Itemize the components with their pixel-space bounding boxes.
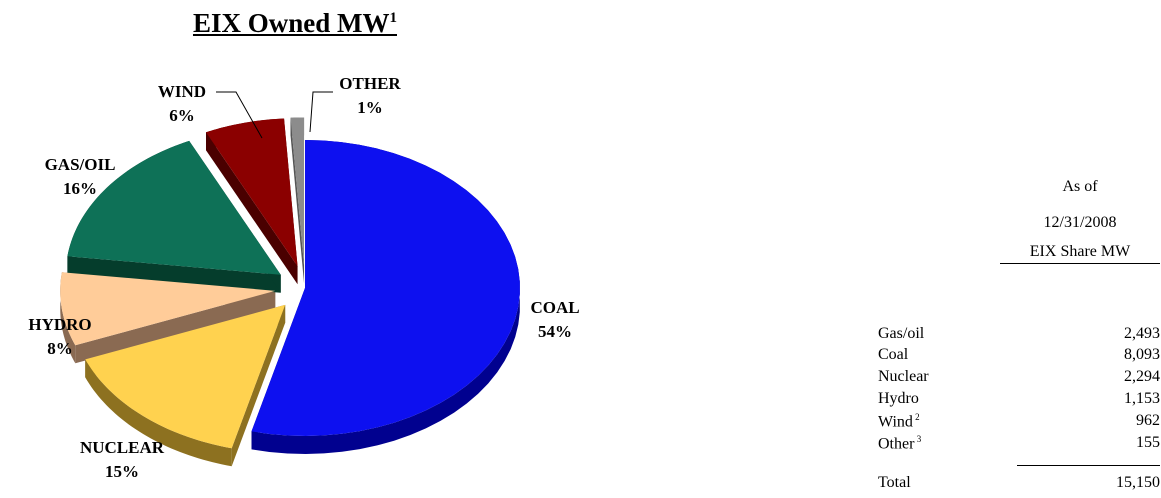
- slice-label-name: COAL: [530, 298, 579, 317]
- slice-label-percent: 16%: [63, 179, 97, 198]
- chart-title: EIX Owned MW1: [170, 8, 420, 39]
- row-footnote: 2: [912, 412, 920, 422]
- slice-gas-oil: [67, 140, 281, 275]
- row-footnote: 3: [914, 434, 922, 444]
- row-label: Other 3: [878, 434, 922, 453]
- slice-edge: [67, 256, 281, 293]
- slice-edge: [205, 132, 298, 285]
- row-label: Wind 2: [878, 412, 920, 431]
- slice-label-name: HYDRO: [28, 315, 91, 334]
- row-label: Gas/oil: [878, 325, 925, 342]
- slice-label-percent: 8%: [47, 339, 73, 358]
- slice-edge: [290, 117, 305, 284]
- other-leader-line: [309, 91, 333, 133]
- slice-label-percent: 6%: [169, 106, 195, 125]
- slice-label-percent: 1%: [357, 98, 383, 117]
- slice-side-hydro: [60, 272, 76, 364]
- chart-title-text: EIX Owned MW: [192, 8, 390, 38]
- table-header-line1: As of: [1062, 178, 1098, 195]
- table-header-line3: EIX Share MW: [1000, 243, 1160, 264]
- slice-edge: [231, 304, 286, 467]
- slice-label-name: GAS/OIL: [45, 155, 116, 174]
- slice-label-name: WIND: [158, 82, 206, 101]
- row-value: 8,093: [1124, 346, 1160, 363]
- total-value: 15,150: [1116, 474, 1160, 491]
- title-footnote: 1: [389, 10, 398, 26]
- total-rule: [1017, 465, 1160, 466]
- total-label: Total: [878, 474, 911, 491]
- slice-label-percent: 15%: [105, 462, 139, 481]
- row-value: 155: [1136, 434, 1160, 451]
- row-value: 962: [1136, 412, 1160, 429]
- slice-label-percent: 54%: [538, 322, 572, 341]
- slice-edge: [75, 290, 276, 364]
- slice-hydro: [60, 272, 276, 346]
- slice-label-name: NUCLEAR: [80, 438, 165, 457]
- slice-label-name: OTHER: [339, 74, 401, 93]
- row-value: 2,493: [1124, 325, 1160, 342]
- row-value: 2,294: [1124, 368, 1160, 385]
- row-label: Coal: [878, 346, 909, 363]
- slice-coal: [251, 140, 520, 436]
- row-label: Nuclear: [878, 368, 929, 385]
- table-header-line2: 12/31/2008: [1043, 214, 1117, 231]
- pie-chart: COAL 54% NUCLEAR 15% HYDRO 8% GAS/OIL 16% WIND 6%…: [28, 74, 579, 481]
- slice-nuclear: [85, 304, 286, 449]
- slice-other: [290, 117, 305, 266]
- row-label: Hydro: [878, 390, 919, 407]
- row-value: 1,153: [1124, 390, 1160, 407]
- slice-wind: [205, 118, 298, 267]
- slice-side-nuclear: [85, 359, 232, 467]
- wind-leader-line: [216, 91, 263, 139]
